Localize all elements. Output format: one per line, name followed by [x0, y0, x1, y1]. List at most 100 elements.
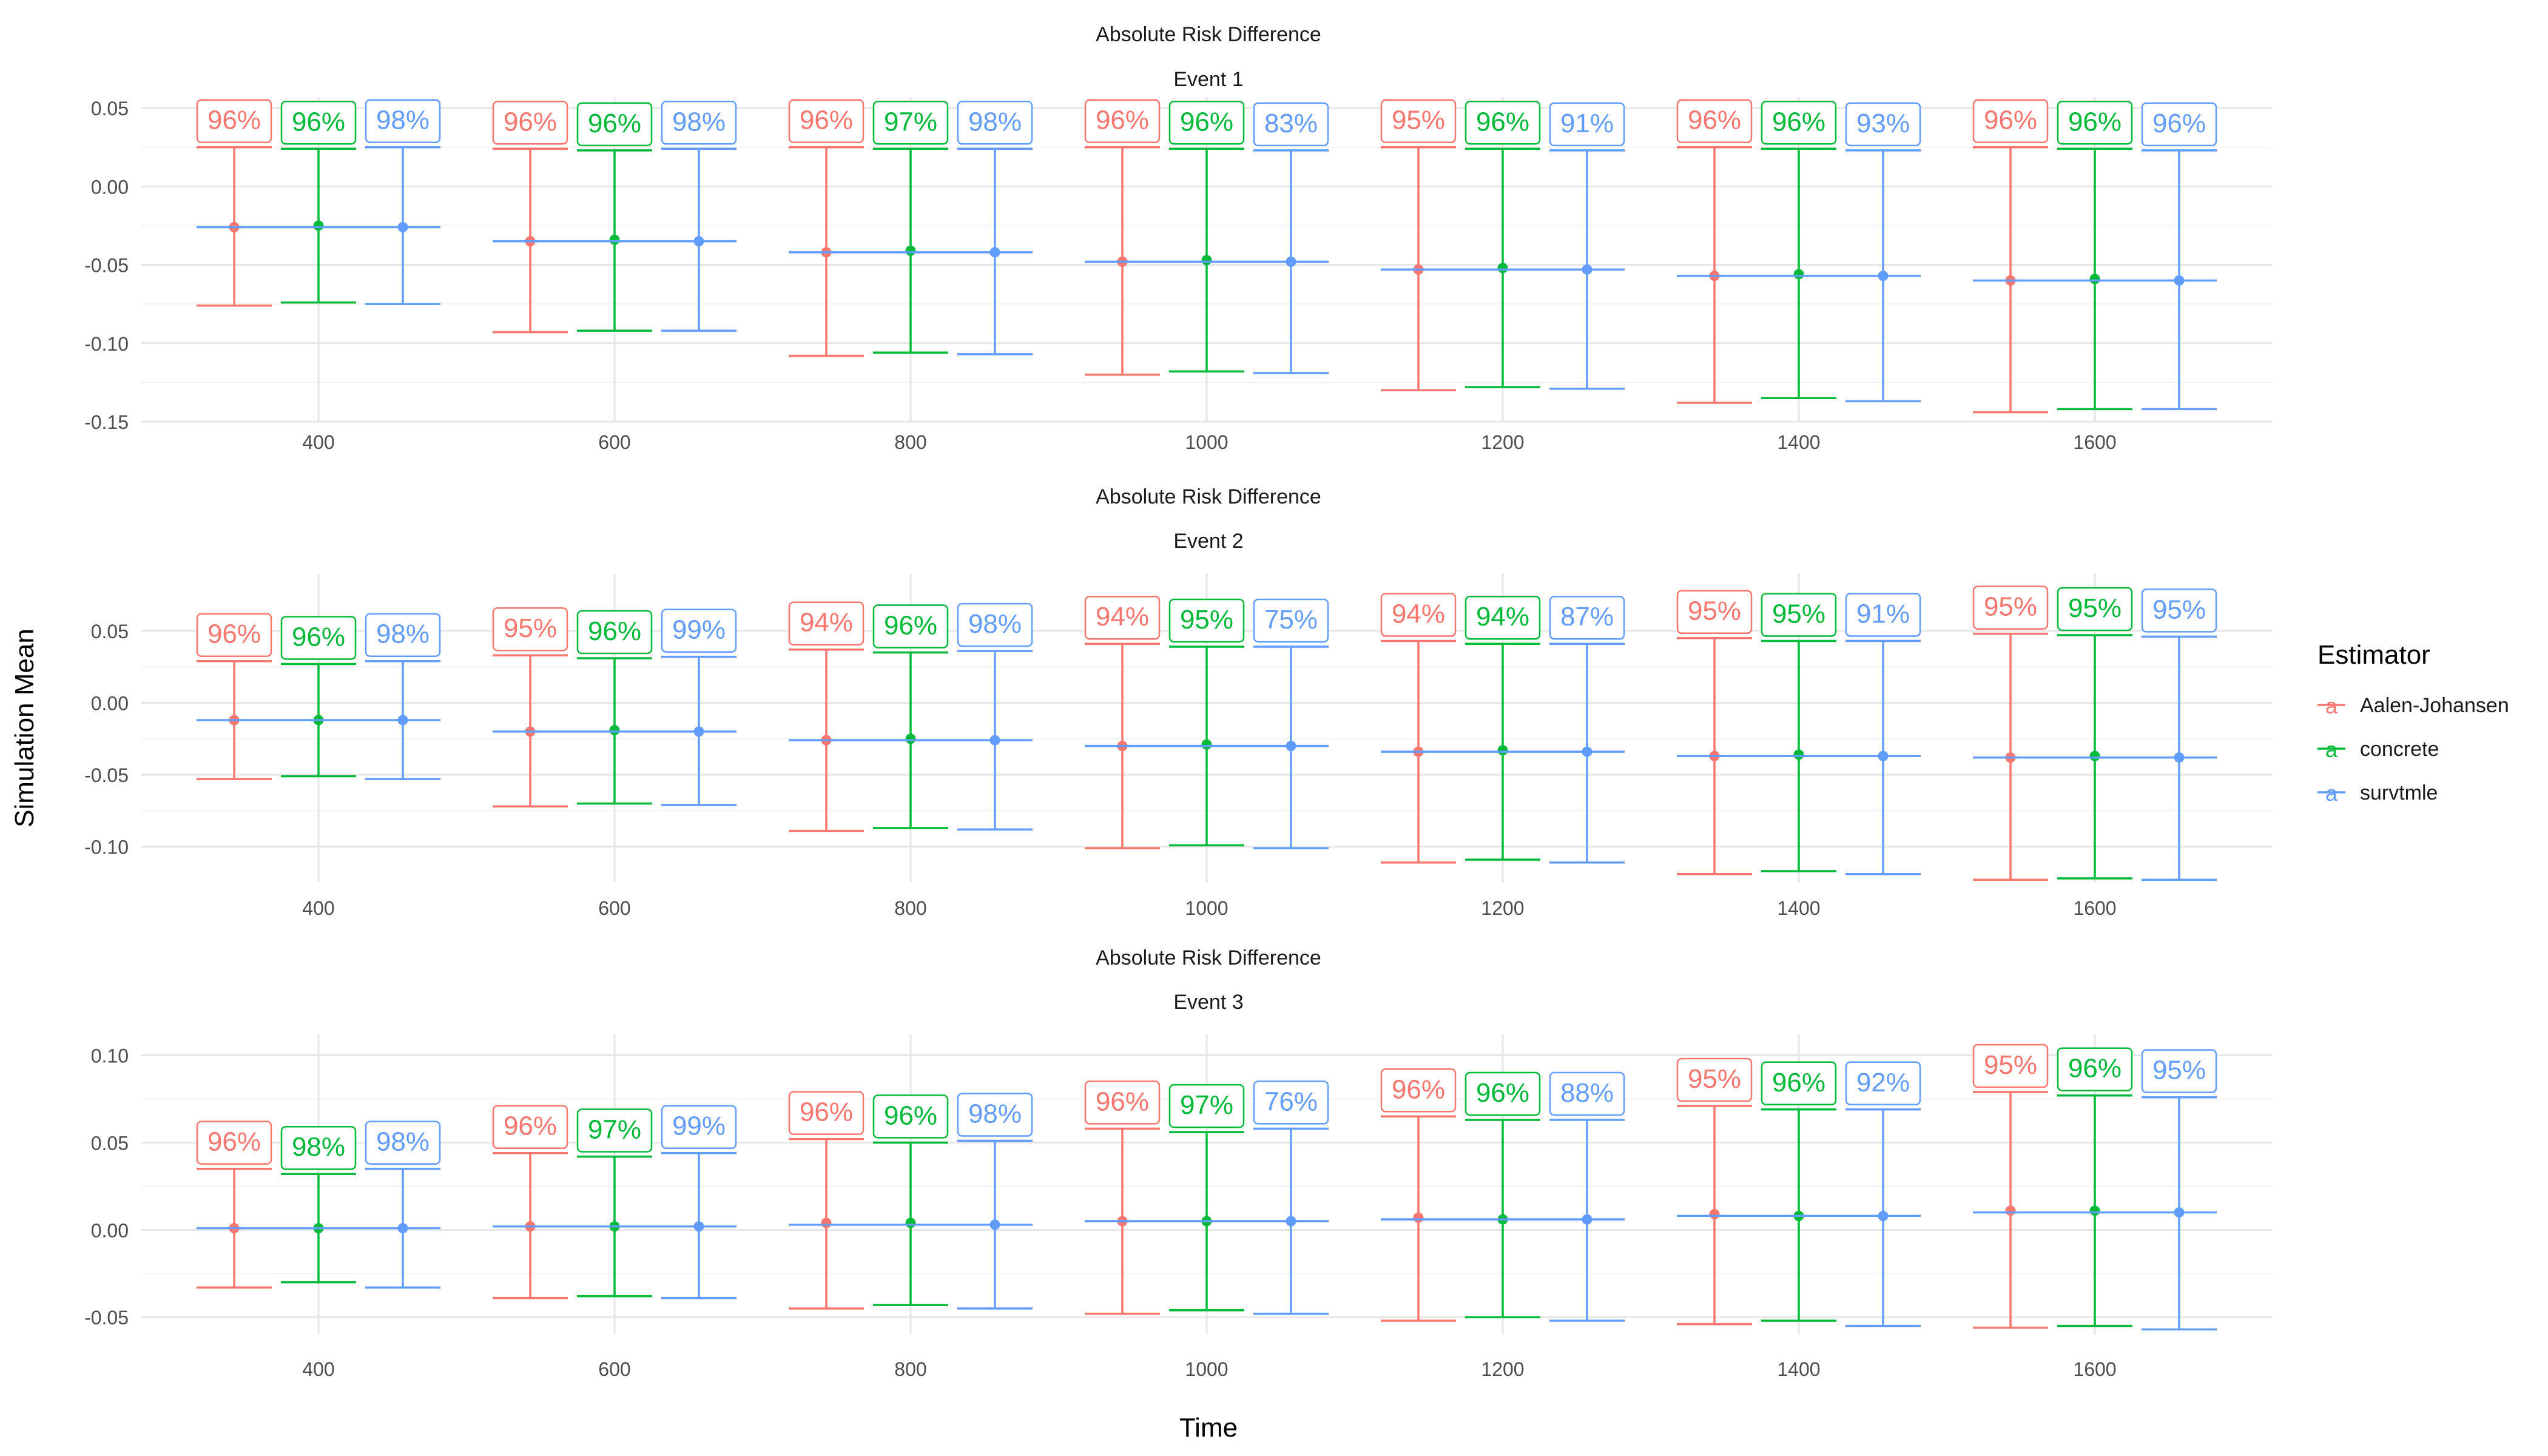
coverage-label: 94%: [1392, 599, 1445, 629]
coverage-label-box: [1464, 101, 1541, 145]
mean-point: [2089, 274, 2100, 285]
coverage-label-box: [2141, 102, 2217, 147]
y-tick-label: -0.15: [84, 411, 129, 433]
mean-point: [1793, 269, 1804, 280]
y-tick-label: -0.05: [84, 255, 129, 277]
coverage-label: 96%: [504, 1111, 557, 1141]
panel-event-3: Absolute Risk Difference Event 3 0.10 0.05 0…: [84, 946, 2272, 1380]
coverage-label-box: [661, 1105, 737, 1149]
mean-point: [905, 1218, 916, 1228]
panel-event-1: Absolute Risk Difference Event 1 0.05 0.00 -…: [84, 23, 2272, 453]
coverage-label-box: [2141, 1049, 2217, 1093]
coverage-label-box: [365, 99, 441, 143]
coverage-label-box: [788, 99, 864, 143]
series-aalen-johansen: 96% 95% 94% 94% 94% 95% 95%: [196, 585, 2049, 881]
coverage-label: 96%: [1096, 1087, 1149, 1116]
panel-title: Absolute Risk Difference: [1096, 23, 1321, 46]
x-tick-label: 1000: [1185, 897, 1228, 919]
mean-point: [905, 245, 916, 256]
legend-item-survtmle: a survtmle: [2317, 781, 2438, 806]
coverage-label-box: [2057, 1047, 2133, 1091]
coverage-label-box: [1761, 101, 1837, 145]
coverage-label: 98%: [376, 619, 430, 649]
x-tick-label: 1400: [1777, 431, 1820, 453]
coverage-label-box: [1845, 1061, 1921, 1105]
mean-point: [2089, 750, 2100, 761]
coverage-label: 98%: [968, 609, 1022, 639]
coverage-label-box: [1845, 102, 1921, 147]
coverage-label: 95%: [2152, 1056, 2206, 1085]
coverage-label: 96%: [1688, 106, 1741, 135]
mean-point: [609, 725, 620, 736]
coverage-label-box: [196, 1121, 272, 1165]
coverage-label-box: [280, 616, 357, 660]
coverage-label-box: [576, 1108, 653, 1153]
coverage-label-box: [872, 101, 949, 145]
coverage-label-box: [492, 607, 568, 652]
coverage-label-box: [1972, 585, 2049, 630]
coverage-label-box: [1549, 595, 1625, 640]
x-tick-label: 800: [894, 431, 926, 453]
y-tick-label: -0.10: [84, 333, 129, 355]
legend-title: Estimator: [2317, 640, 2430, 670]
x-tick-label: 600: [598, 431, 630, 453]
coverage-label-box: [1084, 1080, 1161, 1125]
coverage-label: 95%: [1772, 599, 1825, 629]
coverage-label-box: [1676, 99, 1753, 143]
coverage-label-box: [1253, 598, 1329, 643]
coverage-label-box: [1168, 598, 1245, 643]
panel-subtitle: Event 3: [1173, 991, 1243, 1014]
y-tick-label: 0.05: [91, 1132, 129, 1154]
y-tick-label: 0.00: [91, 1219, 129, 1241]
coverage-label-box: [1761, 1061, 1837, 1105]
coverage-label: 98%: [292, 1132, 345, 1162]
coverage-label: 99%: [672, 615, 726, 645]
coverage-label: 98%: [672, 107, 726, 136]
x-tick-label: 1200: [1481, 1358, 1524, 1380]
coverage-label: 91%: [1856, 599, 1910, 629]
x-tick-label: 1600: [2073, 897, 2116, 919]
panel-title: Absolute Risk Difference: [1096, 946, 1321, 969]
coverage-label-box: [1253, 1080, 1329, 1125]
coverage-label: 95%: [1688, 596, 1741, 626]
mean-point: [2089, 1205, 2100, 1216]
coverage-label: 95%: [1984, 592, 2037, 622]
y-tick-label: 0.05: [91, 621, 129, 642]
coverage-label-box: [1972, 99, 2049, 143]
coverage-label: 95%: [1984, 1050, 2037, 1080]
y-tick-label: 0.00: [91, 176, 129, 198]
x-tick-label: 1400: [1777, 897, 1820, 919]
coverage-label-box: [872, 1094, 949, 1139]
coverage-label: 96%: [1096, 106, 1149, 135]
mean-point: [1709, 1208, 1720, 1219]
coverage-label-box: [196, 99, 272, 143]
coverage-label-box: [788, 601, 864, 645]
coverage-label-box: [1464, 1071, 1541, 1116]
mean-point: [1793, 749, 1804, 760]
coverage-label-box: [788, 1091, 864, 1135]
coverage-label: 98%: [968, 1099, 1022, 1129]
x-tick-label: 400: [302, 1358, 334, 1380]
x-axis-title: Time: [1179, 1413, 1238, 1443]
coverage-label-box: [280, 1125, 357, 1170]
coverage-label-box: [2141, 588, 2217, 633]
coverage-label-box: [1084, 99, 1161, 143]
coverage-label: 97%: [884, 107, 937, 136]
coverage-label: 96%: [1180, 107, 1233, 136]
y-tick-label: -0.10: [84, 837, 129, 858]
x-tick-label: 600: [598, 897, 630, 919]
coverage-label-box: [1676, 1057, 1753, 1102]
legend-key-glyph: a: [2325, 693, 2338, 718]
coverage-label: 95%: [2152, 595, 2206, 624]
x-tick-label: 1200: [1481, 897, 1524, 919]
coverage-label: 75%: [1264, 605, 1318, 635]
mean-point: [1497, 745, 1508, 756]
coverage-label-box: [957, 1093, 1033, 1137]
legend-label: survtmle: [2360, 781, 2438, 804]
coverage-label: 99%: [672, 1111, 726, 1141]
legend-item-aalen-johansen: a Aalen-Johansen: [2317, 693, 2509, 718]
coverage-label-box: [1845, 593, 1921, 637]
legend-key-glyph: a: [2325, 781, 2338, 806]
legend-item-concrete: a concrete: [2317, 737, 2439, 762]
